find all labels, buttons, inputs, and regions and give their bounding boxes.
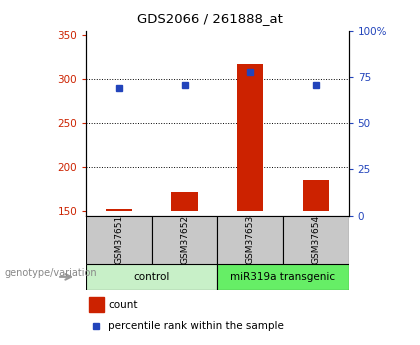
Text: genotype/variation: genotype/variation	[4, 268, 97, 278]
Bar	[283, 216, 349, 264]
Text: percentile rank within the sample: percentile rank within the sample	[108, 322, 284, 331]
Bar	[218, 216, 283, 264]
Bar	[86, 264, 218, 290]
Text: GDS2066 / 261888_at: GDS2066 / 261888_at	[137, 12, 283, 25]
Bar	[237, 63, 263, 211]
Bar	[171, 192, 198, 211]
Text: control: control	[134, 272, 170, 282]
Text: GSM37653: GSM37653	[246, 215, 255, 264]
Text: GSM37651: GSM37651	[114, 215, 123, 264]
Bar	[152, 216, 218, 264]
Bar	[89, 297, 104, 312]
Text: GSM37652: GSM37652	[180, 215, 189, 264]
Text: GSM37654: GSM37654	[311, 215, 320, 264]
Bar	[218, 264, 349, 290]
Text: count: count	[108, 300, 138, 310]
Bar	[303, 180, 329, 211]
Text: miR319a transgenic: miR319a transgenic	[231, 272, 336, 282]
Bar	[106, 209, 132, 211]
Bar	[86, 216, 152, 264]
